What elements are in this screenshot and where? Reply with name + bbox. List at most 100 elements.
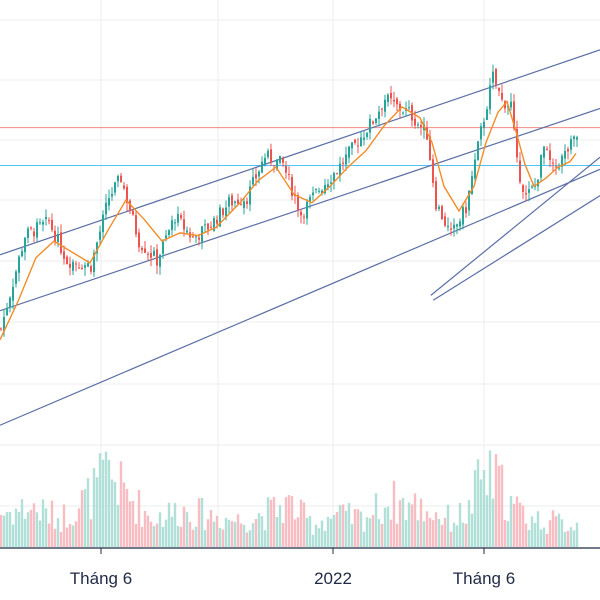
volume-bar <box>380 523 384 547</box>
candle-body <box>354 139 356 143</box>
candle-body <box>150 253 152 258</box>
trend-line <box>0 107 600 312</box>
candle-body <box>498 87 500 91</box>
volume-bar <box>179 526 183 547</box>
candle-body <box>396 98 398 105</box>
candle-body <box>282 158 284 163</box>
volume-bar <box>413 493 417 547</box>
volume-bar <box>101 459 105 547</box>
candle-body <box>99 231 101 240</box>
volume-bar <box>476 459 480 547</box>
volume-bar <box>434 512 438 547</box>
volume-bar <box>272 496 276 547</box>
volume-bar <box>557 513 561 547</box>
candle-body <box>576 137 578 140</box>
candle-body <box>387 94 389 102</box>
volume-bar <box>329 518 333 547</box>
candle-body <box>552 162 554 164</box>
volume-bar <box>71 525 75 547</box>
volume-bar <box>212 521 216 547</box>
volume-bar <box>242 524 246 547</box>
candle-body <box>261 161 263 173</box>
candle-body <box>519 160 521 183</box>
volume-bar <box>323 530 327 547</box>
volume-bar <box>278 505 282 547</box>
candle-body <box>33 231 35 237</box>
candle-body <box>255 174 257 179</box>
x-axis-ticks: Tháng 6 2022 Tháng 6 <box>70 548 515 588</box>
volume-bar <box>530 516 534 547</box>
volume-bar <box>389 519 393 547</box>
volume-bar <box>131 500 135 547</box>
candle-body <box>192 236 194 238</box>
volume-bar <box>452 522 456 547</box>
volume-bar <box>266 497 270 547</box>
candle-body <box>66 256 68 265</box>
trend-line <box>0 168 600 426</box>
volume-bar <box>515 496 519 547</box>
volume-bar <box>521 505 525 547</box>
candle-body <box>69 263 71 268</box>
volume-bar <box>398 500 402 547</box>
candle-body <box>495 68 497 85</box>
candle-body <box>21 251 23 257</box>
candle-body <box>168 230 170 235</box>
candle-body <box>102 214 104 233</box>
volume-bar <box>146 515 150 547</box>
candle-body <box>360 137 362 147</box>
volume-bar <box>11 524 15 547</box>
volume-bar <box>386 506 390 547</box>
candle-body <box>165 235 167 239</box>
volume-bar <box>125 489 129 547</box>
candle-body <box>414 118 416 126</box>
volume-bar <box>137 489 141 547</box>
volume-bar <box>422 521 426 547</box>
candle-body <box>510 101 512 108</box>
volume-bar <box>377 519 381 547</box>
candle-body <box>114 182 116 193</box>
volume-bar <box>446 504 450 547</box>
candle-body <box>420 125 422 128</box>
volume-bar <box>425 511 429 547</box>
candle-body <box>285 165 287 173</box>
candle-body <box>561 155 563 167</box>
candle-body <box>297 194 299 211</box>
volume-bar <box>503 519 507 547</box>
candle-body <box>435 181 437 210</box>
candle-body <box>144 248 146 253</box>
candle-body <box>465 207 467 214</box>
candle-body <box>453 224 455 229</box>
candle-body <box>81 267 83 270</box>
candle-body <box>381 108 383 110</box>
candle-body <box>117 175 119 182</box>
volume-bar <box>107 459 111 547</box>
candle-body <box>216 219 218 224</box>
candle-body <box>402 112 404 114</box>
volume-bar <box>506 521 510 547</box>
chart-grid <box>0 0 600 548</box>
volume-bar <box>164 519 168 547</box>
volume-bar <box>17 511 21 547</box>
volume-bar <box>275 516 279 547</box>
volume-bar <box>563 532 567 547</box>
candle-body <box>270 149 272 163</box>
candle-body <box>123 185 125 189</box>
candle-body <box>90 265 92 272</box>
volume-bar <box>395 523 399 547</box>
volume-bar <box>572 530 576 547</box>
candle-body <box>3 317 5 332</box>
candle-body <box>390 92 392 99</box>
candle-body <box>51 219 53 230</box>
candle-body <box>489 85 491 110</box>
volume-bar <box>368 518 372 547</box>
volume-bar <box>194 526 198 547</box>
candle-body <box>342 162 344 164</box>
candle-body <box>219 207 221 227</box>
volume-bar <box>560 519 564 547</box>
volume-bar <box>416 520 420 547</box>
volume-bar <box>80 490 84 547</box>
volume-bar <box>218 527 222 547</box>
volume-bar <box>2 515 6 547</box>
volume-bar <box>98 453 102 547</box>
